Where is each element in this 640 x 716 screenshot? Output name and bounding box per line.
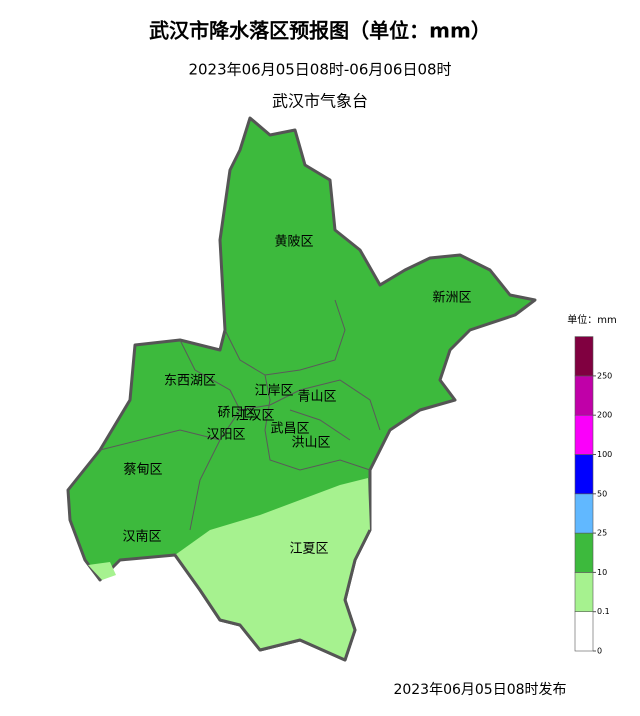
legend-swatch (574, 414, 594, 455)
period: 2023年06月05日08时-06月06日08时 (188, 61, 451, 79)
district-label: 江汉区 (235, 409, 274, 424)
legend-title: 单位：mm (567, 313, 616, 326)
legend-tick-label: 25 (597, 529, 607, 538)
district-label: 江岸区 (254, 384, 293, 399)
light-rain-area (88, 562, 116, 580)
issued: 2023年06月05日08时发布 (393, 682, 566, 698)
map (66, 116, 537, 662)
title: 武汉市降水落区预报图（单位：mm） (149, 19, 491, 43)
legend-tick-label: 50 (597, 489, 607, 498)
district-label: 汉阳区 (206, 428, 245, 443)
legend-swatch (574, 572, 594, 613)
agency: 武汉市气象台 (272, 92, 368, 111)
district-label: 东西湖区 (164, 374, 216, 389)
legend-swatch (574, 336, 594, 377)
light-rain-area (175, 478, 370, 660)
legend-swatch (574, 532, 594, 573)
legend-tick-label: 0 (597, 647, 602, 656)
district-label: 青山区 (297, 390, 336, 405)
district-label: 硚口区 (217, 406, 256, 421)
legend-tick-label: 100 (597, 450, 612, 459)
legend-swatch (574, 375, 594, 416)
legend: 单位：mm 0 0.1 10 25 50 100 200 250 (567, 313, 616, 656)
legend-tick-label: 10 (597, 568, 607, 577)
region-outline (173, 529, 372, 662)
legend-tick-label: 250 (597, 371, 612, 380)
district-label: 洪山区 (291, 436, 330, 451)
legend-swatch (574, 454, 594, 495)
legend-swatch (574, 493, 594, 534)
district-label: 汉南区 (122, 529, 161, 545)
district-borders (99, 299, 381, 531)
district-label: 江夏区 (289, 542, 328, 557)
district-label: 蔡甸区 (123, 463, 162, 478)
legend-tick-label: 0.1 (597, 607, 610, 616)
district-label: 黄陂区 (274, 234, 313, 250)
district-label: 新洲区 (432, 290, 471, 306)
district-label: 武昌区 (270, 422, 309, 437)
legend-swatch (574, 611, 594, 652)
legend-tick-label: 200 (597, 411, 612, 420)
